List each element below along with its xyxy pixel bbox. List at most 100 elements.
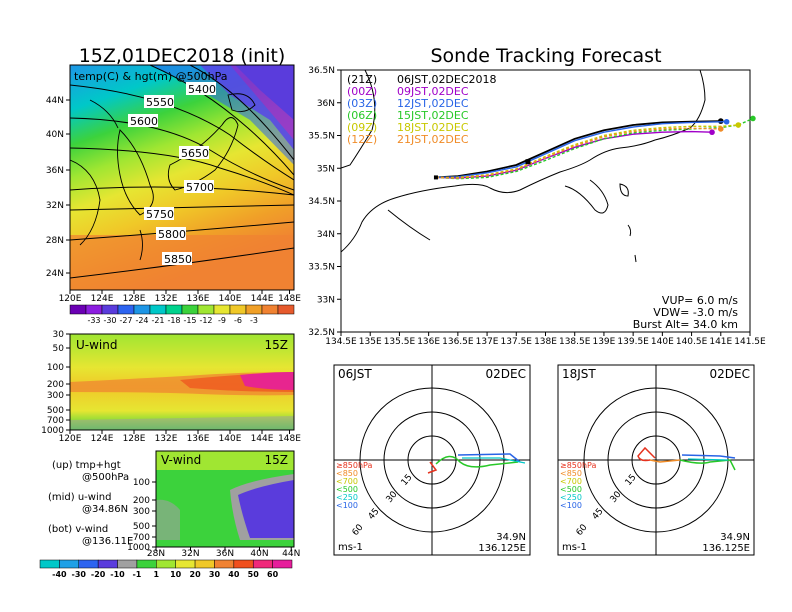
u-wind-panel <box>69 333 295 431</box>
hodo-level: <250 <box>336 493 358 502</box>
track-params: VUP= 6.0 m/s VDW= -3.0 m/s Burst Alt= 34… <box>633 294 739 331</box>
contour-label: 5650 <box>181 147 209 160</box>
hodo-level: <250 <box>560 493 582 502</box>
colorbar-cell <box>59 559 80 569</box>
colorbar-cell <box>101 304 119 315</box>
x-tick-label: 44N <box>282 549 300 559</box>
x-tick-label: 140E <box>219 294 242 304</box>
x-tick-label: 141.5E <box>734 337 766 347</box>
param-vdw: VDW= -3.0 m/s <box>653 306 738 319</box>
x-tick-label: 140E <box>651 337 674 347</box>
colorbar-cell <box>233 559 254 569</box>
contour-label: 5550 <box>146 96 174 109</box>
x-tick-label: 40N <box>250 549 268 559</box>
x-tick-label: 124E <box>91 294 114 304</box>
hodo-date: 02DEC <box>486 367 526 381</box>
x-tick-label: 136.5E <box>442 337 474 347</box>
map-label: temp(C) & hgt(m) @500hPa <box>74 70 228 83</box>
colorbar-cell <box>165 304 183 315</box>
x-tick-label: 137E <box>476 337 499 347</box>
right-title: Sonde Tracking Forecast <box>430 45 661 67</box>
legend-run: (03Z) <box>347 97 377 110</box>
panel-notes: (up) tmp+hgt @500hPa (mid) u-wind @34.86… <box>48 460 133 547</box>
colorbar-label: 60 <box>267 570 279 579</box>
contour-label: 5700 <box>186 181 214 194</box>
colorbar-cell <box>97 559 118 569</box>
x-tick-label: 148E <box>278 434 301 444</box>
x-tick-label: 141E <box>709 337 732 347</box>
colorbar-cell <box>136 559 157 569</box>
track-line <box>435 120 721 179</box>
legend-time: 09JST,02DEC <box>397 85 469 98</box>
colorbar-cell <box>277 304 295 315</box>
y-tick-label: 35N <box>317 164 335 174</box>
colorbar-label: -24 <box>135 316 148 325</box>
colorbar-label: -21 <box>151 316 164 325</box>
hodograph-left-labels: 06JST 02DEC 15 30 45 60 ≥850hPa <850 <70… <box>336 367 526 554</box>
x-tick-label: 135.5E <box>384 337 416 347</box>
note-sub: @500hPa <box>82 472 129 483</box>
colorbar-cell <box>39 559 60 569</box>
hodo-unit: ms-1 <box>338 542 363 553</box>
hodo-level: <850 <box>336 469 358 478</box>
y-tick-label: 500 <box>47 406 64 416</box>
contour-label: 5800 <box>158 228 186 241</box>
v-wind-label: V-wind <box>161 453 201 467</box>
colorbar-label: -1 <box>132 570 141 579</box>
y-tick-label: 100 <box>47 363 64 373</box>
colorbar-cell <box>252 559 273 569</box>
x-tick-label: 136E <box>417 337 440 347</box>
legend-run: (12Z) <box>347 133 377 146</box>
colorbar-label: 10 <box>170 570 182 579</box>
y-tick-label: 300 <box>133 507 150 517</box>
x-tick-label: 136E <box>187 434 210 444</box>
x-tick-label: 36N <box>216 549 234 559</box>
x-tick-label: 28N <box>147 549 165 559</box>
hodograph-left <box>333 364 531 556</box>
y-tick-label: 32.5N <box>308 328 335 338</box>
colorbar-label: -30 <box>72 570 87 579</box>
y-tick-label: 200 <box>133 496 150 506</box>
colorbar-cell <box>197 304 215 315</box>
legend-time: 06JST,02DEC2018 <box>397 73 497 86</box>
colorbar-label: -40 <box>52 570 67 579</box>
colorbar-cell <box>214 559 235 569</box>
landing-point <box>735 122 742 128</box>
x-tick-label: 138.5E <box>559 337 591 347</box>
colorbar-cell <box>69 304 87 315</box>
colorbar-label: -27 <box>119 316 132 325</box>
note-title: (up) tmp+hgt <box>52 460 121 471</box>
landing-point <box>717 126 724 132</box>
y-tick-label: 36N <box>317 99 335 109</box>
hodo-level: <850 <box>560 469 582 478</box>
colorbar-label: -3 <box>250 316 258 325</box>
y-tick-label: 200 <box>47 380 64 390</box>
colorbar-cell <box>272 559 293 569</box>
hodo-lon: 136.125E <box>478 543 526 554</box>
landing-point <box>723 118 730 125</box>
colorbar-cell <box>133 304 151 315</box>
x-tick-label: 139.5E <box>617 337 649 347</box>
hodo-lon: 136.125E <box>702 543 750 554</box>
x-tick-label: 135E <box>359 337 382 347</box>
y-tick-label: 36.5N <box>308 66 335 76</box>
y-tick-label: 700 <box>47 416 64 426</box>
param-vup: VUP= 6.0 m/s <box>662 294 738 307</box>
x-tick-label: 136E <box>187 294 210 304</box>
colorbar-cell <box>245 304 263 315</box>
y-tick-label: 500 <box>133 522 150 532</box>
map-axes: 120E 124E 128E 132E 136E 140E 144E 148E 24N 28N 32… <box>46 96 301 304</box>
y-tick-label: 28N <box>46 236 64 246</box>
legend-time: 12JST,02DEC <box>397 97 469 110</box>
contour-label: 5600 <box>130 115 158 128</box>
colorbar-label: -18 <box>167 316 180 325</box>
colorbar-cell <box>261 304 279 315</box>
track-legend: (21Z) 06JST,02DEC2018 (00Z) 09JST,02DEC (03Z… <box>347 73 497 146</box>
y-tick-label: 100 <box>133 478 150 488</box>
y-tick-label: 34.5N <box>308 197 335 207</box>
launch-point <box>433 175 438 180</box>
y-tick-label: 33.5N <box>308 263 335 273</box>
x-tick-label: 144E <box>251 294 274 304</box>
contour-label: 5850 <box>164 253 192 266</box>
param-burst: Burst Alt= 34.0 km <box>633 318 738 331</box>
